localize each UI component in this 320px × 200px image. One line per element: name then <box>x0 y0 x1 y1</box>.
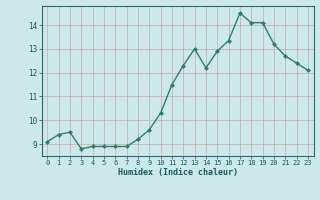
X-axis label: Humidex (Indice chaleur): Humidex (Indice chaleur) <box>118 168 237 177</box>
